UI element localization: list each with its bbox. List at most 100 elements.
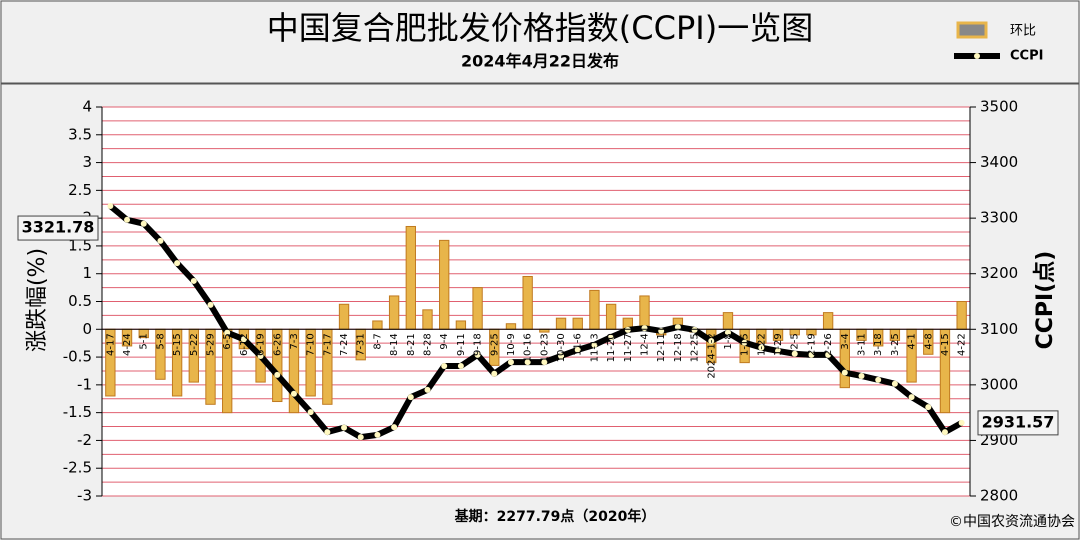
x-tick-label: 11-27 [623,333,634,362]
line-point [441,362,448,369]
x-tick-label: 5-8 [155,333,166,349]
line-point [875,376,882,383]
chart-title: 中国复合肥批发价格指数(CCPI)一览图 [267,9,813,47]
y2-tick-label: 3100 [980,320,1018,338]
line-point [691,326,698,333]
bar [505,323,517,330]
line-point [925,404,932,411]
x-tick-label: 10-23 [539,333,550,362]
x-tick-label: 10-30 [556,333,567,362]
line-point [157,237,164,244]
line-point [958,419,965,426]
line-point [407,394,414,401]
line-point [391,424,398,431]
x-tick-label: 4-15 [940,333,951,356]
line-point [558,352,565,359]
x-tick-label: 7-3 [289,333,300,349]
x-tick-label: 1-22 [756,333,767,356]
bar [605,303,617,330]
x-tick-label: 2-19 [806,333,817,356]
bar [639,295,650,330]
y-tick-label: -1 [77,375,92,393]
y-tick-label: 0.5 [68,292,92,310]
line-point [524,359,531,366]
line-point [290,390,297,397]
x-tick-label: 7-17 [322,333,333,356]
line-point [608,334,615,341]
x-tick-label: 12-4 [640,333,651,356]
x-tick-label: 11-13 [589,333,600,362]
y2-tick-label: 3400 [980,153,1018,171]
y-tick-label: 3 [82,153,92,171]
x-tick-label: 6-12 [239,333,250,356]
y-tick-label: -2 [77,431,92,449]
x-tick-label: 7-10 [306,333,317,356]
line-point [674,324,681,331]
bar [455,320,467,330]
x-tick-label: 6-5 [222,333,233,349]
x-tick-label: 1-29 [773,333,784,356]
line [108,203,964,441]
bar [372,320,383,330]
line-point [708,337,715,344]
legend-label: 环比 [1010,24,1036,39]
y2-tick-label: 2900 [980,431,1018,449]
x-tick-label: 4-8 [923,333,934,349]
bar [572,317,583,330]
header-box [0,0,1080,84]
value-label-box [977,410,1059,436]
y2-axis-label: CCPI(点) [1032,251,1058,350]
x-tick-label: 1-15 [740,333,751,356]
y2-tick-label: 3500 [980,98,1018,116]
bar [522,275,533,330]
line-point [758,344,765,351]
line-point [641,325,648,332]
bar [472,287,483,330]
line-point [190,277,197,284]
line-point [474,351,481,358]
bar [422,309,433,330]
x-tick-label: 12-11 [656,333,667,362]
line-point [140,220,147,227]
x-tick-label: 5-29 [206,333,217,356]
x-tick-label: 9-4 [439,333,450,349]
line-point [941,429,948,436]
line-point [491,370,498,377]
line-point [257,352,264,359]
x-tick-label: 4-1 [907,333,918,349]
y-tick-label: 1 [82,264,92,282]
line-point [357,434,364,441]
x-tick-label: 9-25 [489,333,500,356]
x-tick-label: 4-17 [105,333,116,356]
line-point [891,380,898,387]
line-point [541,359,548,366]
legend-label: CCPI [1010,49,1043,64]
x-tick-label: 9-18 [473,333,484,356]
bar [439,239,450,330]
y-tick-label: -1.5 [63,403,92,421]
x-tick-label: 2-26 [823,333,834,356]
y-tick-label: 3.5 [68,125,92,143]
line-point [908,394,915,401]
x-tick-label: 10-9 [506,333,517,356]
y-tick-label: 1.5 [68,236,92,254]
bar [388,295,400,330]
line-point [274,371,281,378]
y2-tick-label: 3300 [980,209,1018,227]
y-tick-label: 2.5 [68,181,92,199]
subtitle: 2024年4月22日发布 [461,52,619,71]
line-point [591,341,598,348]
x-tick-label: 9-11 [456,333,467,356]
x-tick-label: 5-22 [189,333,200,356]
x-tick-label: 8-14 [389,333,400,356]
bar [822,312,834,330]
x-tick-label: 6-26 [272,333,283,356]
footer: 基期：2277.79点（2020年） [455,508,656,525]
line-point [174,260,181,267]
x-tick-label: 5-15 [172,333,183,356]
line-point [574,346,581,353]
line-point [341,424,348,431]
x-tick-label: 2024-1-2 [706,333,717,378]
line-point [775,347,782,354]
line-point [825,351,832,358]
